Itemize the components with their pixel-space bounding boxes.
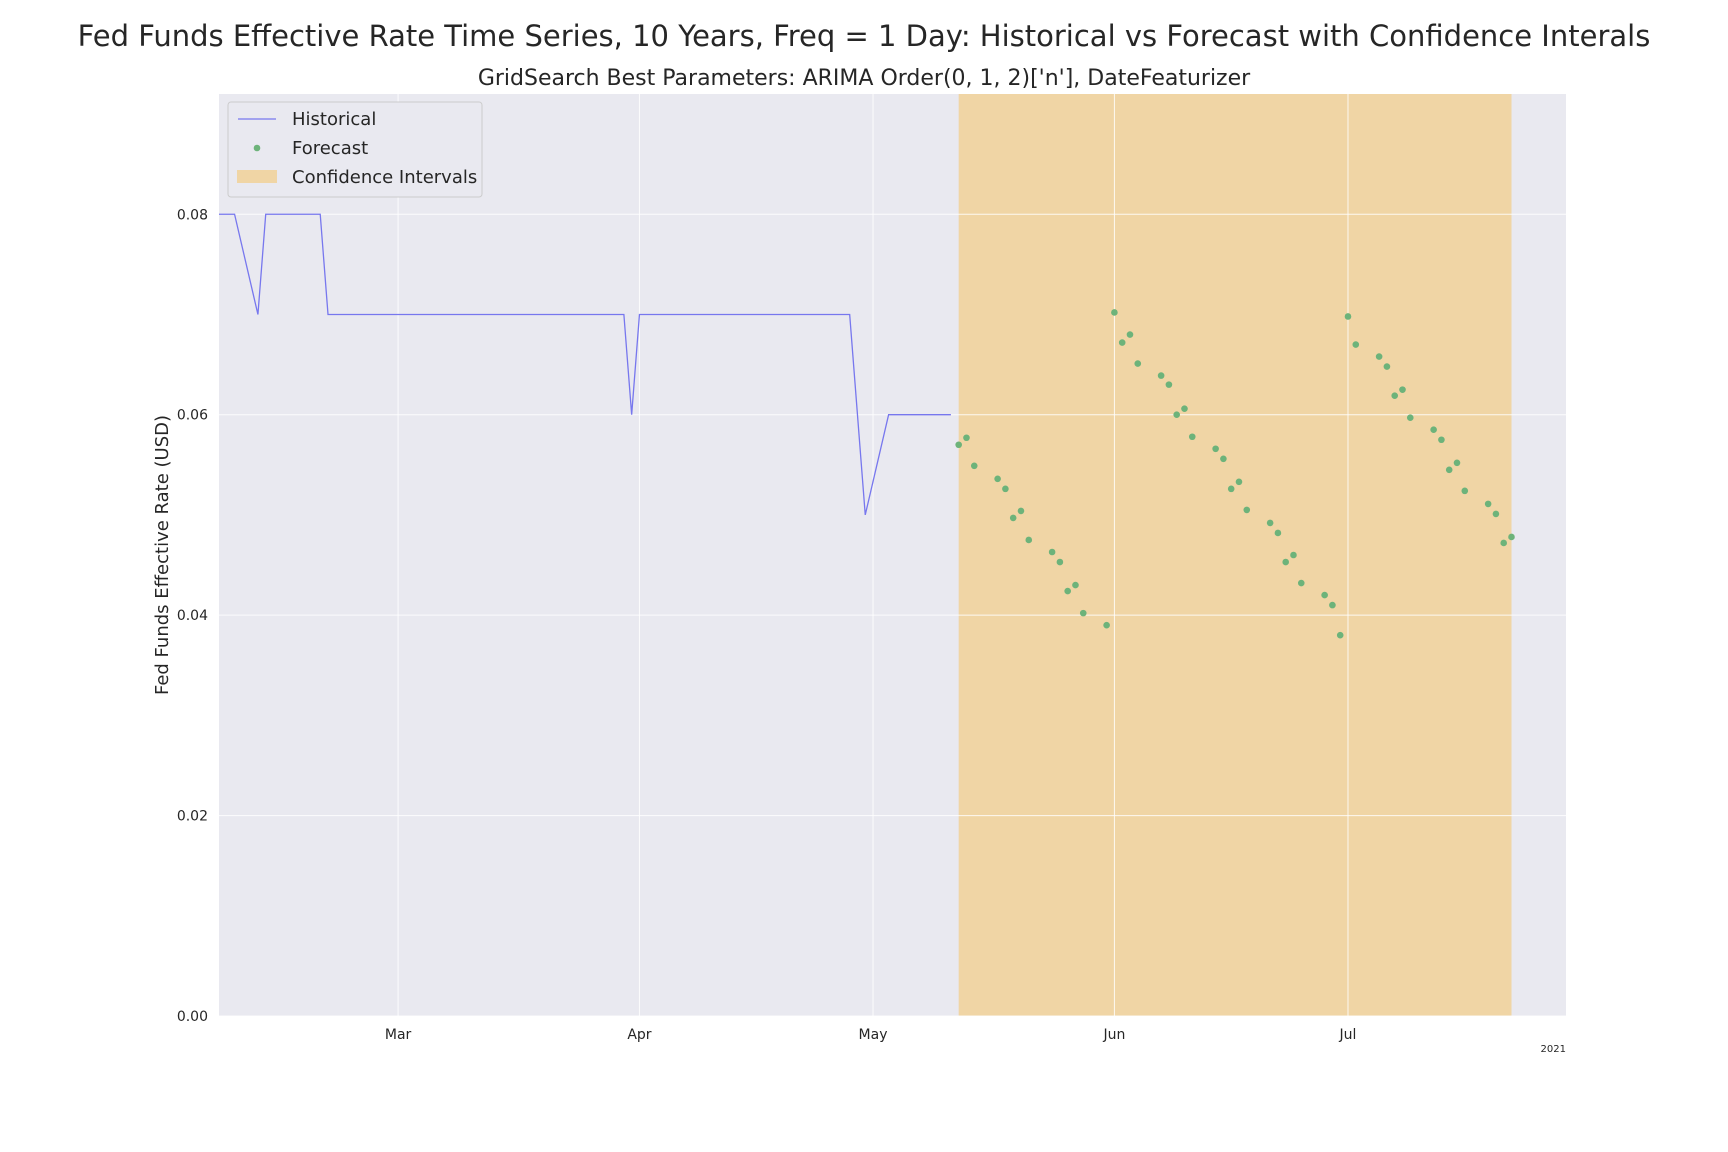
chart-subtitle: GridSearch Best Parameters: ARIMA Order(… <box>478 66 1251 91</box>
forecast-point <box>1134 360 1142 367</box>
confidence-band-layer <box>958 94 1512 1016</box>
forecast-point <box>1391 392 1399 399</box>
forecast-point <box>963 434 970 442</box>
forecast-point <box>1461 487 1469 495</box>
legend-forecast-swatch <box>253 144 261 152</box>
forecast-point <box>1103 621 1110 629</box>
forecast-point <box>1453 459 1461 467</box>
forecast-point <box>1406 414 1414 422</box>
legend: Historical Forecast Confidence Intervals <box>227 101 483 198</box>
forecast-point <box>1484 500 1492 508</box>
forecast-point <box>1025 536 1033 544</box>
x-tick-label: Apr <box>627 1027 651 1043</box>
forecast-point <box>1111 309 1118 316</box>
forecast-point <box>1430 426 1437 434</box>
forecast-series <box>955 309 1515 639</box>
y-tick-label: 0.04 <box>177 608 208 624</box>
forecast-point <box>1336 631 1344 639</box>
forecast-point <box>1181 405 1188 412</box>
forecast-point <box>1266 519 1274 527</box>
forecast-point <box>1157 372 1165 379</box>
forecast-point <box>1500 539 1508 547</box>
forecast-point <box>1079 609 1087 617</box>
forecast-point <box>994 475 1001 483</box>
forecast-point <box>1321 591 1328 599</box>
x-offset-label: 2021 <box>1541 1044 1566 1055</box>
confidence-band <box>958 94 1512 1016</box>
forecast-point <box>1508 533 1515 541</box>
forecast-point <box>1352 341 1360 348</box>
forecast-point <box>1282 558 1289 566</box>
forecast-point <box>1274 529 1282 537</box>
x-tick-label: May <box>859 1027 888 1043</box>
forecast-point <box>1212 445 1219 453</box>
forecast-point <box>955 441 962 449</box>
gridlines <box>219 94 1566 1017</box>
forecast-point <box>1002 485 1009 493</box>
axis-ticks: 0.00 0.02 0.04 0.06 0.08 Mar Apr May Jun Jul <box>177 207 1357 1043</box>
forecast-point <box>1445 466 1453 474</box>
forecast-point <box>1064 587 1071 595</box>
y-tick-label: 0.08 <box>177 207 208 223</box>
forecast-point <box>1344 313 1352 320</box>
forecast-point <box>1173 411 1180 418</box>
legend-ci-swatch <box>237 170 277 183</box>
forecast-point <box>1165 381 1173 388</box>
chart-title: Fed Funds Effective Rate Time Series, 10… <box>78 19 1651 53</box>
y-tick-label: 0.06 <box>177 408 208 424</box>
forecast-point <box>1290 551 1297 559</box>
forecast-point <box>1126 331 1134 338</box>
legend-forecast-label: Forecast <box>292 138 368 159</box>
forecast-point <box>1188 433 1196 441</box>
legend-ci-label: Confidence Intervals <box>292 167 477 188</box>
forecast-point <box>1383 363 1391 370</box>
forecast-point <box>1072 581 1079 589</box>
forecast-point <box>1048 548 1056 556</box>
forecast-point <box>1235 478 1243 486</box>
legend-historical-label: Historical <box>292 109 376 130</box>
x-tick-label: Jul <box>1339 1027 1357 1043</box>
forecast-point <box>1017 507 1025 515</box>
forecast-point <box>1243 506 1251 514</box>
y-tick-label: 0.00 <box>177 1009 208 1025</box>
y-tick-label: 0.02 <box>177 809 208 825</box>
x-tick-label: Mar <box>385 1027 412 1043</box>
x-tick-label: Jun <box>1102 1027 1125 1043</box>
forecast-point <box>1297 579 1305 587</box>
forecast-point <box>970 462 978 470</box>
forecast-point <box>1329 601 1336 609</box>
forecast-point <box>1227 485 1235 493</box>
forecast-point <box>1399 386 1406 393</box>
forecast-point <box>1009 514 1017 522</box>
forecast-point <box>1056 558 1064 566</box>
forecast-point <box>1118 339 1126 346</box>
y-axis-label: Fed Funds Effective Rate (USD) <box>152 415 173 695</box>
forecast-point <box>1438 436 1445 444</box>
forecast-point <box>1375 353 1383 360</box>
forecast-point <box>1492 510 1500 518</box>
legend-box <box>227 101 483 198</box>
forecast-point <box>1220 455 1227 463</box>
historical-series <box>219 213 951 516</box>
historical-line <box>219 213 951 516</box>
